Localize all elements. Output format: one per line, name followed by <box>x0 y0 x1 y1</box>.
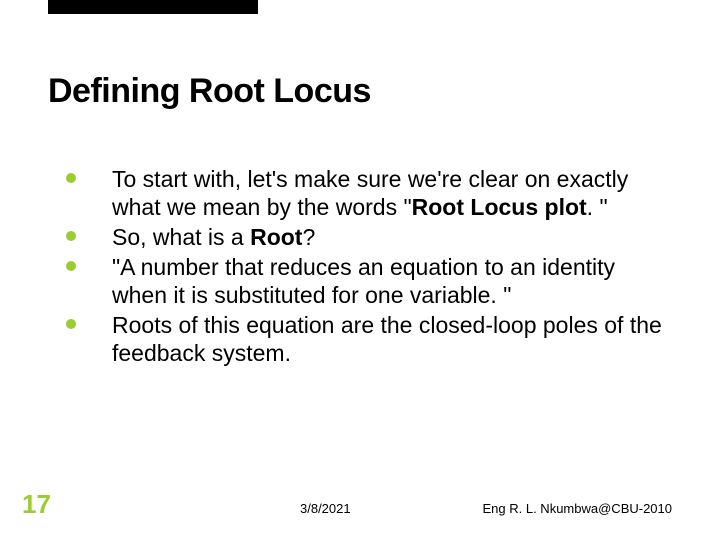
bullet-text-prefix: Roots of this equation are the closed-lo… <box>112 312 662 366</box>
list-item: So, what is a Root? <box>66 223 672 251</box>
footer-credit: Eng R. L. Nkumbwa@CBU-2010 <box>483 501 673 516</box>
slide-title: Defining Root Locus <box>48 72 371 111</box>
accent-bar <box>48 0 258 14</box>
bullet-dot-icon <box>66 261 76 271</box>
bullet-text-prefix: So, what is a <box>112 224 250 250</box>
bullet-text-bold: Root Locus plot <box>412 194 587 220</box>
bullet-text-bold: Root <box>250 224 302 250</box>
list-item: Roots of this equation are the closed-lo… <box>66 311 672 367</box>
bullet-text-prefix: "A number that reduces an equation to an… <box>112 254 615 308</box>
list-item: "A number that reduces an equation to an… <box>66 253 672 309</box>
bullet-list: To start with, let's make sure we're cle… <box>66 165 672 369</box>
bullet-dot-icon <box>66 173 76 183</box>
bullet-dot-icon <box>66 319 76 329</box>
page-number: 17 <box>22 489 51 520</box>
list-item: To start with, let's make sure we're cle… <box>66 165 672 221</box>
bullet-text-suffix: . " <box>587 194 608 220</box>
slide: Defining Root Locus To start with, let's… <box>0 0 720 540</box>
bullet-dot-icon <box>66 231 76 241</box>
footer-date: 3/8/2021 <box>300 501 351 516</box>
bullet-text-suffix: ? <box>302 224 315 250</box>
